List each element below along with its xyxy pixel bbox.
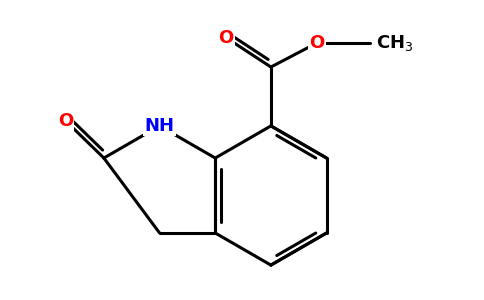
Text: O: O — [218, 28, 234, 46]
Text: O: O — [58, 112, 73, 130]
Text: CH$_3$: CH$_3$ — [376, 33, 413, 53]
Text: NH: NH — [145, 117, 175, 135]
Text: O: O — [309, 34, 325, 52]
